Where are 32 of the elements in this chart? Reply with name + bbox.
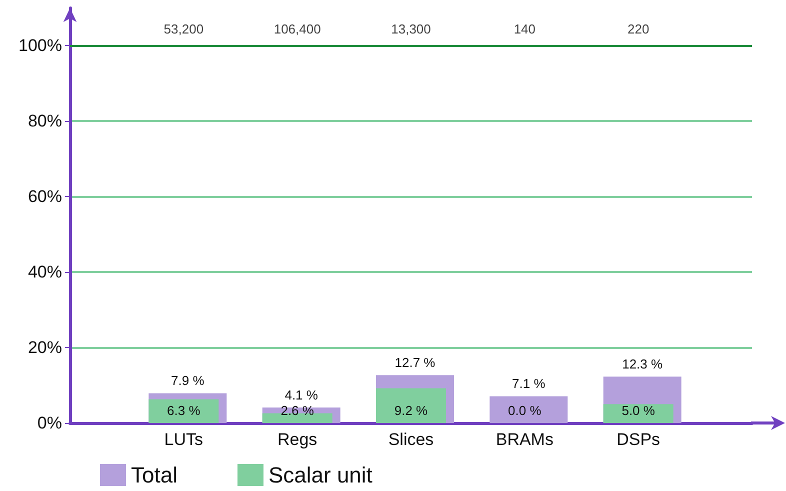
data-label: 0.0 % [508,403,542,418]
bar [490,396,568,423]
data-label: 4.1 % [284,388,318,403]
bar [376,388,446,423]
legend-label: Total [131,462,178,488]
y-tick-label: 40% [28,262,62,282]
x-tick-label: BRAMs [496,430,554,449]
y-tick-label: 60% [28,187,62,206]
annotation: 13,300 [391,21,431,36]
bar [148,399,219,423]
y-tick-label: 80% [28,112,62,131]
bar [603,404,674,423]
x-tick-label: Regs [277,430,318,449]
data-label: 2.6 % [280,403,314,418]
data-label: 12.7 % [394,355,436,370]
data-label: 5.0 % [622,403,656,418]
y-tick-label: 0% [37,414,62,432]
x-tick-label: DSPs [616,430,660,449]
annotation: 53,200 [164,21,204,36]
y-tick-label: 20% [28,338,62,358]
data-label: 9.2 % [394,403,428,418]
y-tick-label: 100% [18,36,62,56]
annotation: 140 [514,21,536,36]
x-tick-label: Slices [388,430,434,449]
data-label: 7.1 % [512,376,546,392]
legend-label: Scalar unit [268,462,372,488]
data-label: 7.9 % [171,373,205,388]
annotation: 220 [627,21,650,36]
data-label: 6.3 % [167,403,201,418]
annotation: 106,400 [274,21,321,36]
data-label: 12.3 % [622,356,664,372]
x-tick-label: LUTs [164,430,204,449]
